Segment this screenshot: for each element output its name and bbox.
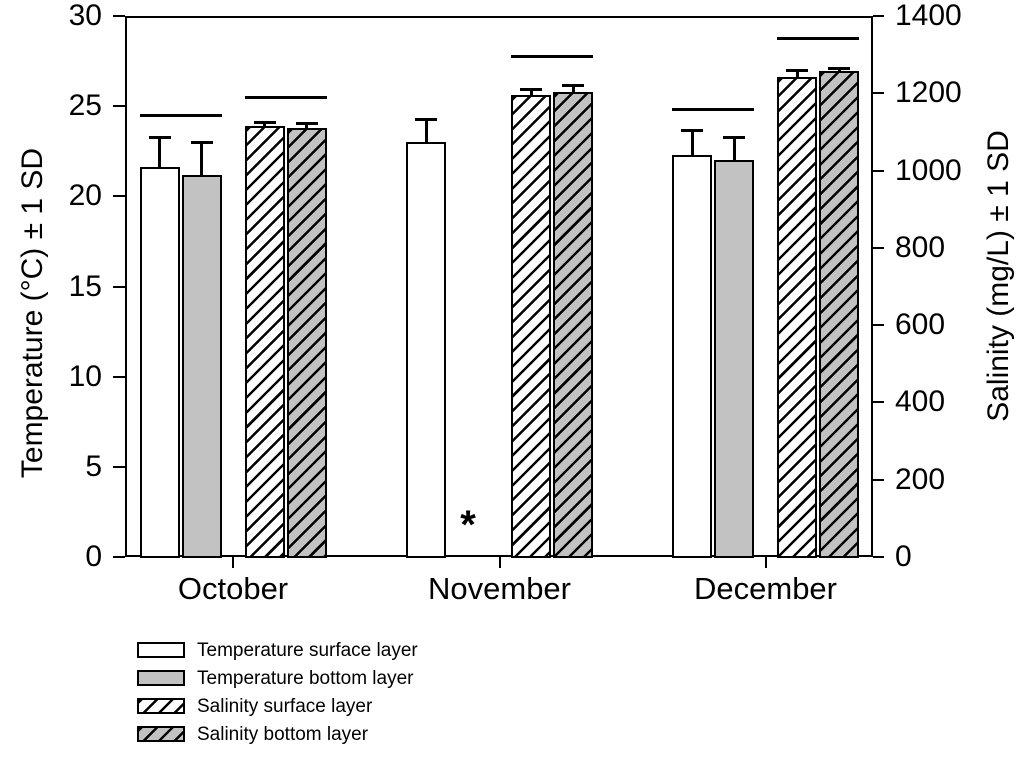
y-axis-tick-label-right: 800 xyxy=(895,230,946,264)
legend-item: Temperature bottom layer xyxy=(137,667,418,689)
x-axis-tick-label: November xyxy=(428,571,571,606)
legend-item: Temperature surface layer xyxy=(137,639,418,661)
bar xyxy=(553,92,593,558)
bar xyxy=(714,160,754,558)
significance-line xyxy=(777,36,859,40)
y-axis-tick-left xyxy=(113,195,125,198)
legend-swatch-icon xyxy=(137,670,185,686)
error-bar-cap xyxy=(415,117,437,121)
bar xyxy=(139,167,180,558)
legend-swatch-icon xyxy=(137,698,185,714)
legend-swatch-icon xyxy=(137,726,185,742)
y-axis-tick-label-left: 15 xyxy=(68,269,102,303)
y-axis-tick-label-left: 20 xyxy=(68,179,102,213)
bar xyxy=(286,128,327,558)
significance-line xyxy=(511,55,593,59)
right-axis-label: Salinity (mg/L) ± 1 SD xyxy=(982,130,1015,422)
significance-line xyxy=(244,96,327,100)
error-bar-cap xyxy=(520,88,542,92)
legend-label: Temperature bottom layer xyxy=(197,667,414,689)
y-axis-tick-label-right: 1400 xyxy=(895,0,962,32)
y-axis-tick-label-left: 10 xyxy=(68,359,102,393)
y-axis-tick-left xyxy=(113,15,125,17)
y-axis-tick-label-right: 1000 xyxy=(895,153,962,187)
y-axis-tick-label-right: 600 xyxy=(895,308,946,342)
chart-legend: Temperature surface layer Temperature bot… xyxy=(137,639,418,754)
error-bar-stem xyxy=(263,121,266,127)
significance-line xyxy=(672,108,754,112)
bar xyxy=(819,70,859,558)
y-axis-tick-right xyxy=(873,401,884,404)
legend-item: Salinity bottom layer xyxy=(137,723,418,745)
x-axis-tick xyxy=(498,557,501,568)
error-bar-stem xyxy=(732,136,736,161)
x-axis-tick xyxy=(764,557,767,568)
missing-data-marker: * xyxy=(460,503,476,547)
bar xyxy=(406,142,446,558)
legend-label: Salinity surface layer xyxy=(197,695,373,717)
y-axis-tick-label-left: 25 xyxy=(68,89,102,123)
y-axis-tick-left xyxy=(113,375,125,378)
y-axis-tick-left xyxy=(113,556,125,558)
x-axis-tick-label: October xyxy=(177,571,289,606)
error-bar-stem xyxy=(529,89,533,95)
error-bar-cap xyxy=(562,84,584,88)
legend-label: Salinity bottom layer xyxy=(197,723,369,745)
y-axis-tick-left xyxy=(113,465,125,468)
legend-label: Temperature surface layer xyxy=(197,639,418,661)
y-axis-tick-label-right: 0 xyxy=(895,540,912,573)
error-bar-cap xyxy=(190,141,213,145)
y-axis-tick-label-left: 0 xyxy=(85,540,102,573)
y-axis-tick-right xyxy=(873,556,884,558)
error-bar-stem xyxy=(200,142,203,175)
error-bar-cap xyxy=(786,69,808,73)
legend-item: Salinity surface layer xyxy=(137,695,418,717)
y-axis-tick-right xyxy=(873,92,884,95)
error-bar-cap xyxy=(828,66,850,70)
error-bar-stem xyxy=(158,136,161,168)
bar xyxy=(181,174,222,558)
y-axis-tick-right xyxy=(873,246,884,249)
y-axis-tick-label-right: 400 xyxy=(895,385,946,419)
x-axis-tick-label: December xyxy=(694,571,837,606)
error-bar-cap xyxy=(681,128,703,132)
y-axis-tick-label-left: 30 xyxy=(68,0,102,32)
y-axis-tick-label-right: 200 xyxy=(895,462,946,496)
bar xyxy=(244,126,285,558)
bar xyxy=(672,154,712,558)
error-bar-stem xyxy=(690,129,694,155)
x-axis-tick xyxy=(232,557,234,568)
y-axis-tick-left xyxy=(113,285,125,288)
y-axis-tick-right xyxy=(873,324,884,327)
error-bar-stem xyxy=(795,70,799,78)
error-bar-stem xyxy=(424,118,428,143)
y-axis-tick-label-right: 1200 xyxy=(895,76,962,110)
y-axis-tick-right xyxy=(873,478,884,481)
significance-line xyxy=(139,113,222,117)
error-bar-stem xyxy=(305,123,308,129)
legend-swatch-icon xyxy=(137,642,185,658)
bar xyxy=(511,94,551,558)
error-bar-cap xyxy=(723,135,745,139)
bar xyxy=(777,77,817,558)
error-bar-cap xyxy=(295,122,318,126)
y-axis-tick-left xyxy=(113,105,125,108)
error-bar-cap xyxy=(148,135,171,139)
y-axis-tick-label-left: 5 xyxy=(85,449,102,483)
y-axis-tick-right xyxy=(873,169,884,172)
y-axis-tick-right xyxy=(873,15,884,17)
error-bar-stem xyxy=(571,85,575,93)
error-bar-cap xyxy=(253,120,276,124)
plot-frame xyxy=(125,16,873,557)
